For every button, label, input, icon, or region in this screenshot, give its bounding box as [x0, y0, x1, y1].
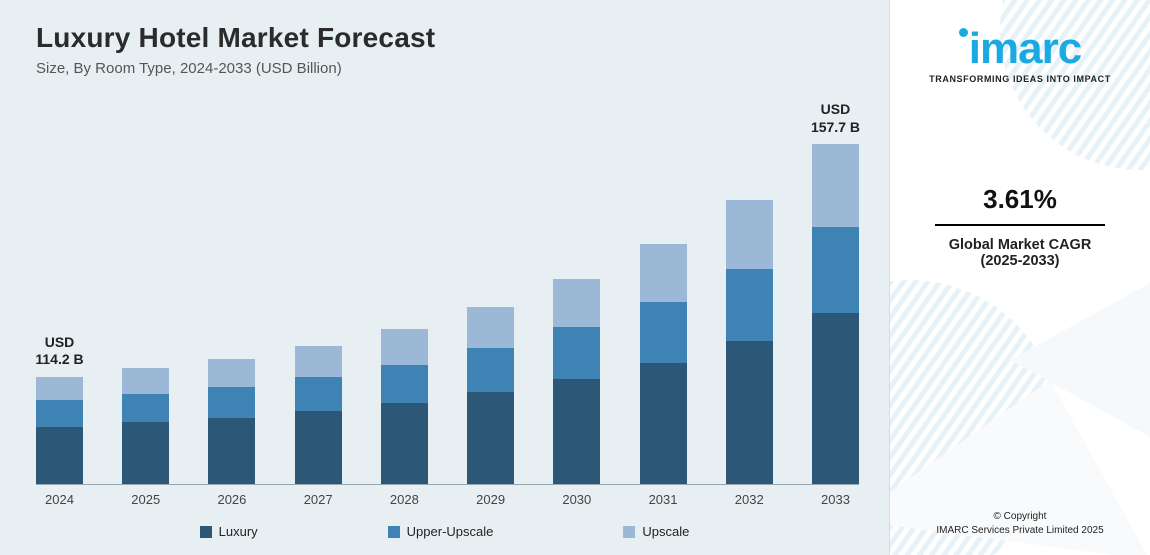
- legend-swatch-icon: [623, 526, 635, 538]
- x-tick-label: 2030: [553, 492, 600, 507]
- bar-segment: [381, 329, 428, 364]
- bar-column: [467, 307, 514, 484]
- chart-subtitle: Size, By Room Type, 2024-2033 (USD Billi…: [36, 60, 859, 77]
- bar-segment: [640, 363, 687, 484]
- x-tick-label: 2024: [36, 492, 83, 507]
- bar-column: [381, 329, 428, 484]
- bar-segment: [122, 368, 169, 393]
- bar-segment: [467, 392, 514, 484]
- bar-segment: [122, 394, 169, 423]
- bar-segment: [208, 359, 255, 387]
- bar-column: [295, 346, 342, 484]
- copyright-line1: © Copyright: [890, 510, 1150, 524]
- bar-segment: [726, 269, 773, 341]
- bar-column: [208, 359, 255, 484]
- legend: Luxury Upper-Upscale Upscale: [0, 524, 889, 539]
- legend-item: Upper-Upscale: [388, 524, 494, 539]
- bar-segment: [36, 427, 83, 484]
- bar-segment: [36, 377, 83, 400]
- legend-item: Luxury: [200, 524, 258, 539]
- chart-title: Luxury Hotel Market Forecast: [36, 22, 859, 54]
- x-tick-label: 2025: [122, 492, 169, 507]
- x-tick-label: 2027: [295, 492, 342, 507]
- bar-segment: [812, 227, 859, 313]
- bar-value-label: USD114.2 B: [35, 334, 83, 369]
- bar-segment: [812, 313, 859, 484]
- x-axis: 2024 2025 2026 2027 2028 2029 2030 2031 2032 2033: [36, 492, 859, 507]
- bar-segment: [295, 411, 342, 484]
- bar-segment: [553, 379, 600, 484]
- cagr-block: 3.61% Global Market CAGR (2025-2033): [935, 184, 1105, 269]
- bar-segment: [381, 365, 428, 404]
- bar-value-label: USD157.7 B: [811, 101, 860, 136]
- x-tick-label: 2032: [726, 492, 773, 507]
- bar-segment: [295, 377, 342, 411]
- x-tick-label: 2026: [208, 492, 255, 507]
- bar-segment: [467, 307, 514, 348]
- bar-segment: [208, 418, 255, 484]
- bar-segment: [467, 348, 514, 392]
- bar-column: [640, 244, 687, 484]
- bar-column: USD157.7 B: [812, 144, 859, 484]
- logo-text: imarc: [969, 29, 1081, 69]
- copyright-line2: IMARC Services Private Limited 2025: [890, 524, 1150, 538]
- bar-segment: [812, 144, 859, 227]
- logo-tagline: TRANSFORMING IDEAS INTO IMPACT: [929, 74, 1111, 84]
- chart-panel: Luxury Hotel Market Forecast Size, By Ro…: [0, 0, 890, 555]
- bar-column: USD114.2 B: [36, 377, 83, 484]
- legend-label: Luxury: [219, 524, 258, 539]
- bar-segment: [726, 341, 773, 485]
- x-tick-label: 2028: [381, 492, 428, 507]
- legend-label: Upscale: [642, 524, 689, 539]
- logo-dot-icon: [959, 28, 968, 37]
- x-tick-label: 2031: [640, 492, 687, 507]
- x-tick-label: 2033: [812, 492, 859, 507]
- legend-swatch-icon: [200, 526, 212, 538]
- plot-area: USD114.2 B USD157.7 B: [36, 104, 859, 485]
- x-tick-label: 2029: [467, 492, 514, 507]
- bar-segment: [295, 346, 342, 377]
- bar-column: [122, 368, 169, 484]
- cagr-value: 3.61%: [935, 184, 1105, 226]
- bar-segment: [640, 244, 687, 301]
- bar-column: [726, 200, 773, 484]
- brand-logo: imarc TRANSFORMING IDEAS INTO IMPACT: [929, 28, 1111, 84]
- bar-segment: [381, 403, 428, 484]
- bar-segment: [208, 387, 255, 418]
- bar-segment: [553, 279, 600, 328]
- bar-segment: [726, 200, 773, 268]
- legend-swatch-icon: [388, 526, 400, 538]
- copyright: © Copyright IMARC Services Private Limit…: [890, 510, 1150, 537]
- legend-label: Upper-Upscale: [407, 524, 494, 539]
- bar-segment: [122, 422, 169, 484]
- legend-item: Upscale: [623, 524, 689, 539]
- cagr-years: (2025-2033): [935, 253, 1105, 269]
- bar-segment: [640, 302, 687, 363]
- bar-segment: [553, 327, 600, 379]
- bar-column: [553, 279, 600, 484]
- cagr-label: Global Market CAGR: [935, 237, 1105, 253]
- bar-segment: [36, 400, 83, 426]
- side-panel: imarc TRANSFORMING IDEAS INTO IMPACT 3.6…: [890, 0, 1150, 555]
